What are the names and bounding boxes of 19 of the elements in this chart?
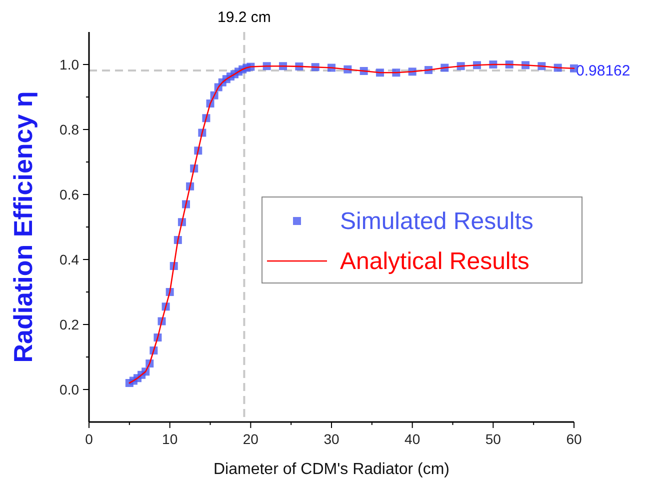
- y-tick-label: 1.0: [60, 56, 80, 72]
- x-axis-title: Diameter of CDM's Radiator (cm): [214, 461, 450, 478]
- y-tick-label: 0.2: [60, 316, 80, 332]
- y-tick-label: 0.4: [60, 252, 80, 268]
- y-tick-label: 0.0: [60, 382, 80, 398]
- legend-label: Analytical Results: [340, 248, 530, 275]
- y-axis-title: Radiation Efficiency η: [8, 91, 38, 363]
- x-tick-label: 10: [162, 431, 178, 447]
- x-tick-label: 0: [85, 431, 94, 447]
- x-tick-label: 20: [242, 431, 259, 447]
- x-tick-label: 50: [485, 431, 502, 447]
- y-tick-label: 0.6: [60, 186, 80, 202]
- ref-line-label: 0.98162: [576, 62, 630, 80]
- x-tick-label: 30: [324, 431, 340, 447]
- x-tick-label: 60: [566, 431, 582, 447]
- ref-line-label: 19.2 cm: [218, 9, 271, 26]
- y-tick-label: 0.8: [60, 122, 80, 138]
- x-tick-label: 40: [404, 431, 420, 447]
- legend-label: Simulated Results: [340, 208, 534, 235]
